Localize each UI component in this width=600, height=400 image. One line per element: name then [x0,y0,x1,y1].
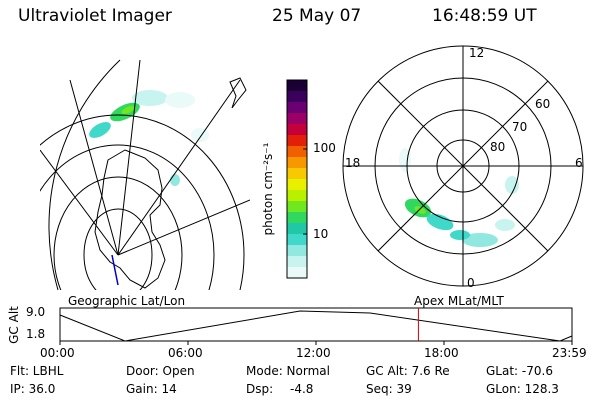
colorbar-band [287,245,307,257]
map-caption: Geographic Lat/Lon [68,294,186,308]
colorbar-band [287,267,307,279]
antarctica-coastline [94,149,166,289]
coastline-fragment [229,77,247,109]
colorbar-band [287,80,307,92]
mlat-label-80: 80 [490,140,506,154]
status-glon: GLon: 128.3 [486,382,559,396]
colorbar-band [287,223,307,235]
map-arc-edge [48,59,121,291]
orbit-ylabel: GC Alt [7,306,21,344]
mlt-label-0: 0 [467,276,475,290]
orbit-panel-frame [59,307,573,342]
mlt-label-18: 18 [345,156,361,170]
status-filter: Flt: LBHL [10,364,64,378]
mlt-label-12: 12 [469,46,485,60]
colorbar-band [287,212,307,224]
map-grid [40,60,250,290]
orbit-ymax: 9.0 [26,305,46,319]
orbit-altitude-curve [59,310,573,342]
orbit-xtick-4: 23:59 [552,346,587,360]
status-seq: Seq: 39 [366,382,412,396]
colorbar-band [287,256,307,268]
colorbar-band [287,135,307,147]
orbit-xtick-0: 00:00 [40,346,75,360]
orbit-ymin: 1.8 [26,327,46,341]
colorbar-tick-label-100: 100 [313,141,336,155]
colorbar-band [287,157,307,169]
colorbar-band [287,102,307,114]
colorbar-band [287,201,307,213]
status-mode: Mode: Normal [246,364,330,378]
polar-grid [342,45,584,287]
colorbar-band [287,190,307,202]
status-glat: GLat: -70.6 [486,364,553,378]
observation-date: 25 May 07 [272,6,362,26]
geographic-map [40,60,250,290]
colorbar-band [287,113,307,125]
orbit-xtick-1: 06:00 [168,346,203,360]
colorbar-band [287,146,307,158]
status-door: Door: Open [126,364,195,378]
status-gain: Gain: 14 [126,382,177,396]
status-dsp-value: -4.8 [290,382,314,396]
mlat-label-60: 60 [535,97,551,111]
colorbar-band [287,91,307,103]
polar-emission [399,148,519,247]
status-gc-alt: GC Alt: 7.6 Re [366,364,450,378]
colorbar-frame [286,79,308,279]
mlt-label-6: 6 [575,156,583,170]
colorbar-band [287,124,307,136]
orbit-xtick-3: 18:00 [424,346,459,360]
mlat-label-70: 70 [512,120,528,134]
spacecraft-track [111,254,119,286]
colorbar-band [287,168,307,180]
instrument-title: Ultraviolet Imager [18,6,172,26]
orbit-axis-ticks [59,341,573,345]
observation-time: 16:48:59 UT [432,6,537,26]
colorbar-tick-label-10: 10 [313,227,329,241]
polar-plot [342,45,584,287]
orbit-xtick-2: 12:00 [296,346,331,360]
polar-caption: Apex MLat/MLT [414,294,504,308]
status-dsp-label: Dsp: [246,382,274,396]
colorbar-band [287,234,307,246]
colorbar-unit-label: photon cm⁻²s⁻¹ [261,142,275,236]
status-ip: IP: 36.0 [10,382,56,396]
colorbar-band [287,179,307,191]
colorbar [287,80,307,279]
